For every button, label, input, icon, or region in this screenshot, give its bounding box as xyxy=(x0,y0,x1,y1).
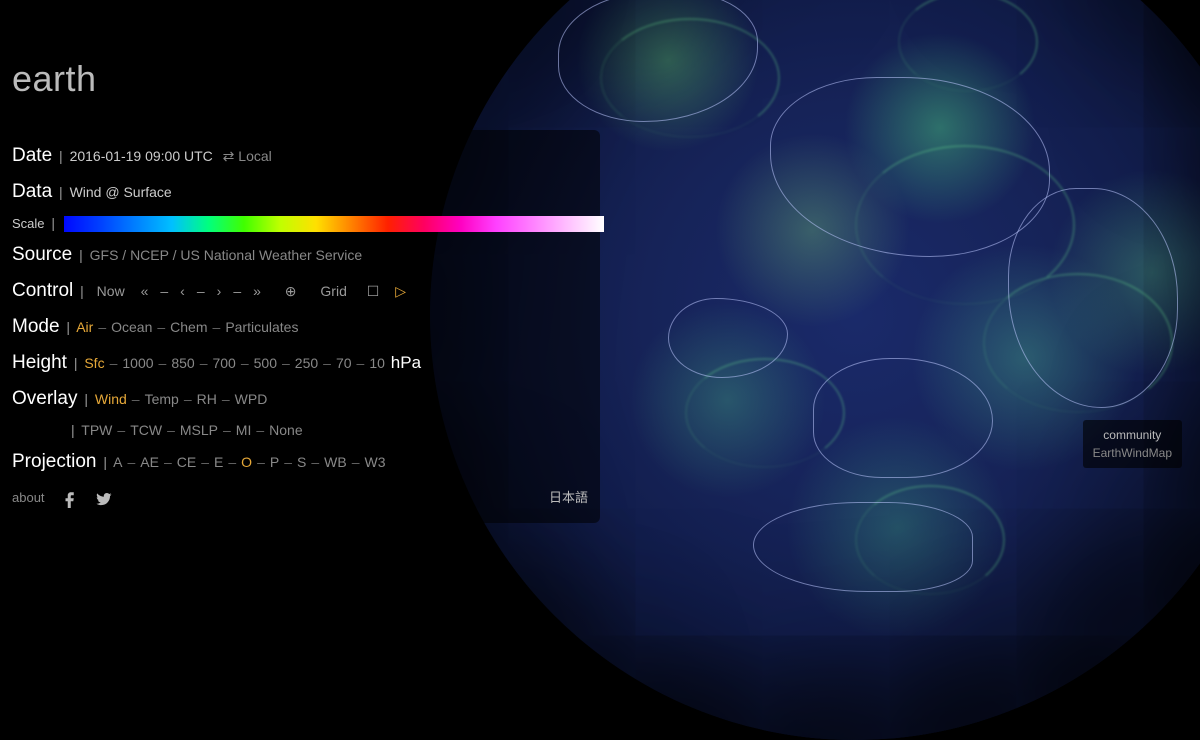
projection-a[interactable]: A xyxy=(113,454,122,470)
timezone-toggle-label: Local xyxy=(238,148,271,164)
control-now[interactable]: Now xyxy=(97,278,125,305)
control-nav-5[interactable]: – xyxy=(233,278,241,305)
height-label: Height xyxy=(12,352,67,373)
row-overlay: Overlay | Wind–Temp–RH–WPD xyxy=(12,381,588,417)
overlay-mi[interactable]: MI xyxy=(236,422,252,438)
height-sfc[interactable]: Sfc xyxy=(84,355,104,371)
timezone-toggle[interactable]: ⇄ Local xyxy=(223,148,272,164)
projection-wb[interactable]: WB xyxy=(324,454,347,470)
scale-label: Scale xyxy=(12,216,45,231)
date-label: Date xyxy=(12,145,52,166)
source-value[interactable]: GFS / NCEP / US National Weather Service xyxy=(90,247,363,263)
height-850[interactable]: 850 xyxy=(171,355,194,371)
projection-p[interactable]: P xyxy=(270,454,279,470)
height-500[interactable]: 500 xyxy=(254,355,277,371)
twitter-icon[interactable] xyxy=(95,486,113,511)
control-grid[interactable]: Grid xyxy=(320,278,346,305)
height-10[interactable]: 10 xyxy=(369,355,385,371)
projection-ce[interactable]: CE xyxy=(177,454,196,470)
height-700[interactable]: 700 xyxy=(212,355,235,371)
row-mode: Mode | Air–Ocean–Chem–Particulates xyxy=(12,309,588,345)
scale-gradient xyxy=(64,216,604,232)
overlay-wpd[interactable]: WPD xyxy=(235,391,268,407)
overlay-tcw[interactable]: TCW xyxy=(130,422,162,438)
overlay-wind[interactable]: Wind xyxy=(95,391,127,407)
mode-ocean[interactable]: Ocean xyxy=(111,319,152,335)
date-value[interactable]: 2016-01-19 09:00 UTC xyxy=(70,148,213,164)
overlay-label: Overlay xyxy=(12,388,77,409)
control-nav-2[interactable]: ‹ xyxy=(180,278,185,305)
height-1000[interactable]: 1000 xyxy=(122,355,153,371)
overlay-rh[interactable]: RH xyxy=(197,391,217,407)
about-link[interactable]: about xyxy=(12,486,45,511)
panel-footer: about 日本語 xyxy=(12,486,588,511)
language-toggle[interactable]: 日本語 xyxy=(549,486,588,511)
overlay-none[interactable]: None xyxy=(269,422,302,438)
row-source: Source | GFS / NCEP / US National Weathe… xyxy=(12,237,588,273)
mode-air[interactable]: Air xyxy=(76,319,93,335)
row-height: Height | Sfc–1000–850–700–500–250–70–10 … xyxy=(12,345,588,381)
control-play[interactable]: ▷ xyxy=(395,278,406,305)
source-label: Source xyxy=(12,244,72,265)
projection-s[interactable]: S xyxy=(297,454,306,470)
control-nav-4[interactable]: › xyxy=(217,278,222,305)
row-date: Date | 2016-01-19 09:00 UTC ⇄ Local xyxy=(12,138,588,174)
mode-particulates[interactable]: Particulates xyxy=(225,319,298,335)
community-badge[interactable]: community EarthWindMap xyxy=(1083,420,1182,468)
control-box[interactable]: ☐ xyxy=(367,278,380,305)
height-250[interactable]: 250 xyxy=(295,355,318,371)
overlay-tpw[interactable]: TPW xyxy=(81,422,112,438)
height-70[interactable]: 70 xyxy=(336,355,352,371)
row-control: Control | Now «–‹–›–» ⊕ Grid ☐ ▷ xyxy=(12,273,588,309)
data-label: Data xyxy=(12,181,52,202)
control-nav-6[interactable]: » xyxy=(253,278,261,305)
app-title: earth xyxy=(12,58,97,100)
control-locate[interactable]: ⊕ xyxy=(285,278,297,305)
control-label: Control xyxy=(12,280,73,301)
data-value: Wind @ Surface xyxy=(70,184,172,200)
projection-e[interactable]: E xyxy=(214,454,223,470)
mode-chem[interactable]: Chem xyxy=(170,319,207,335)
control-nav-1[interactable]: – xyxy=(160,278,168,305)
row-overlay-2: | TPW–TCW–MSLP–MI–None xyxy=(12,417,588,444)
controls-panel: Date | 2016-01-19 09:00 UTC ⇄ Local Data… xyxy=(0,130,600,523)
row-data: Data | Wind @ Surface xyxy=(12,174,588,210)
projection-o[interactable]: O xyxy=(241,454,252,470)
overlay-mslp[interactable]: MSLP xyxy=(180,422,218,438)
badge-line2: EarthWindMap xyxy=(1093,444,1172,462)
row-scale: Scale | xyxy=(12,210,588,237)
badge-line1: community xyxy=(1093,426,1172,444)
control-nav-0[interactable]: « xyxy=(141,278,149,305)
overlay-temp[interactable]: Temp xyxy=(145,391,179,407)
row-projection: Projection | A–AE–CE–E–O–P–S–WB–W3 xyxy=(12,444,588,480)
projection-ae[interactable]: AE xyxy=(140,454,159,470)
projection-label: Projection xyxy=(12,451,97,472)
facebook-icon[interactable] xyxy=(61,486,79,511)
projection-w3[interactable]: W3 xyxy=(365,454,386,470)
mode-label: Mode xyxy=(12,316,60,337)
control-nav-3[interactable]: – xyxy=(197,278,205,305)
height-unit[interactable]: hPa xyxy=(391,353,421,372)
